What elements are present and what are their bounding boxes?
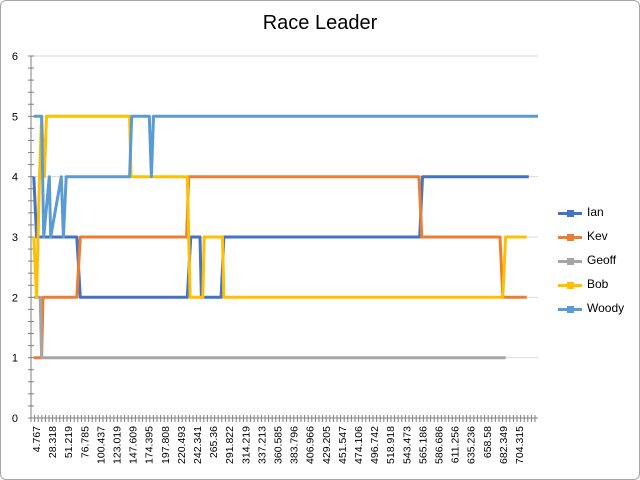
x-tick-labels: 4.767 28.318 51.219 76.785 100.437 123.019 147… — [31, 426, 526, 464]
legend-marker — [567, 306, 574, 313]
x-tick-label: 123.019 — [112, 426, 124, 464]
legend-item-geoff: Geoff — [558, 253, 638, 269]
series-line-kev — [33, 175, 527, 360]
legend-label: Woody — [587, 301, 625, 315]
series-line-bob — [32, 114, 527, 299]
x-tick-label: 565.186 — [417, 426, 429, 464]
x-tick-label: 474.106 — [353, 426, 365, 464]
x-tick-label: 682.349 — [498, 426, 510, 464]
legend-label: Kev — [587, 229, 608, 243]
x-tick-label: 704.315 — [514, 426, 526, 464]
y-tick-label: 6 — [12, 51, 18, 63]
x-tick-label: 658.58 — [482, 426, 494, 458]
legend-marker — [567, 210, 574, 217]
legend-item-kev: Kev — [558, 229, 638, 245]
x-tick-label: 147.609 — [128, 426, 140, 464]
x-tick-label: 543.473 — [401, 426, 413, 464]
x-tick-label: 265.36 — [208, 426, 220, 458]
y-tick-label: 0 — [12, 413, 18, 425]
x-tick-label: 406.966 — [305, 426, 317, 464]
series-lines — [32, 114, 538, 360]
x-tick-label: 383.796 — [289, 426, 301, 464]
x-tick-label: 100.437 — [95, 426, 107, 464]
legend-marker — [567, 282, 574, 289]
legend-marker — [567, 258, 574, 265]
legend-label: Ian — [587, 205, 604, 219]
x-tick-label: 586.686 — [434, 426, 446, 464]
x-tick-label: 314.219 — [240, 426, 252, 464]
x-tick-label: 220.493 — [176, 426, 188, 464]
axes — [28, 55, 538, 422]
x-tick-label: 360.585 — [273, 426, 285, 464]
legend-label: Bob — [587, 277, 609, 291]
x-tick-label: 337.213 — [256, 426, 268, 464]
x-tick-label: 197.808 — [160, 426, 172, 464]
y-tick-label: 4 — [12, 172, 18, 184]
chart-title: Race Leader — [262, 12, 378, 34]
x-tick-label: 28.318 — [47, 426, 59, 458]
x-tick-label: 291.822 — [224, 426, 236, 464]
legend-item-ian: Ian — [558, 205, 638, 221]
x-tick-label: 429.205 — [321, 426, 333, 464]
y-tick-label: 5 — [12, 111, 18, 123]
legend-marker — [567, 234, 574, 241]
x-tick-label: 174.395 — [144, 426, 156, 464]
x-tick-label: 242.341 — [192, 426, 204, 464]
legend-item-bob: Bob — [558, 277, 638, 293]
x-tick-label: 518.918 — [385, 426, 397, 464]
x-tick-label: 51.219 — [63, 426, 75, 458]
y-tick-labels: 0 1 2 3 4 5 6 — [12, 51, 18, 425]
x-tick-label: 451.547 — [337, 426, 349, 464]
x-tick-label: 635.236 — [466, 426, 478, 464]
y-tick-label: 3 — [12, 232, 18, 244]
x-tick-label: 496.742 — [369, 426, 381, 464]
x-tick-label: 611.256 — [450, 426, 462, 463]
gridlines — [31, 55, 538, 359]
x-tick-label: 4.767 — [31, 426, 43, 452]
y-tick-label: 1 — [12, 353, 18, 365]
series-line-geoff — [33, 295, 506, 360]
y-tick-label: 2 — [12, 292, 18, 304]
x-tick-label: 76.785 — [79, 426, 91, 458]
series-line-woody — [33, 114, 538, 239]
legend-item-woody: Woody — [558, 301, 638, 317]
legend-label: Geoff — [587, 253, 617, 267]
